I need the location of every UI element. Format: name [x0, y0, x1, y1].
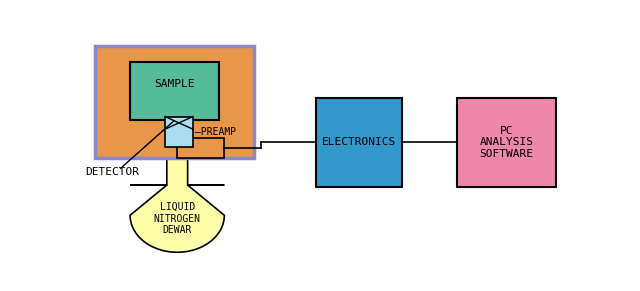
Bar [165, 117, 193, 147]
Bar [177, 138, 224, 158]
Text: SAMPLE: SAMPLE [154, 79, 195, 89]
Bar [129, 62, 219, 120]
Text: DETECTOR: DETECTOR [85, 167, 139, 177]
Bar [457, 98, 556, 187]
Text: PC
ANALYSIS
SOFTWARE: PC ANALYSIS SOFTWARE [479, 126, 534, 159]
Text: –PREAMP: –PREAMP [195, 127, 236, 137]
Polygon shape [130, 158, 225, 252]
Text: LIQUID
NITROGEN
DEWAR: LIQUID NITROGEN DEWAR [154, 202, 201, 235]
Text: ELECTRONICS: ELECTRONICS [322, 137, 396, 148]
Bar [316, 98, 403, 187]
Bar [95, 46, 253, 158]
